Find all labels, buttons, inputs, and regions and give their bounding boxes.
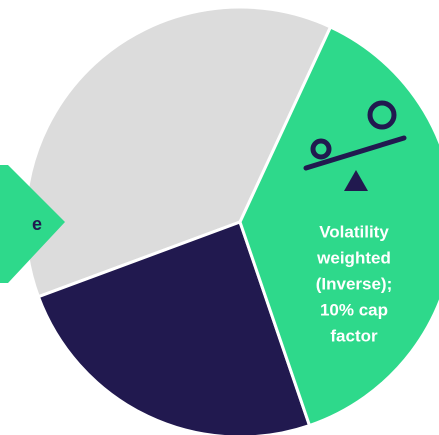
segment-label: Volatility weighted (Inverse); 10% cap facto… <box>316 222 393 345</box>
balance-icon <box>303 100 407 191</box>
seesaw-bar <box>303 135 407 171</box>
segment-label-line: weighted <box>316 248 391 267</box>
left-arrow <box>0 165 65 283</box>
fulcrum <box>344 170 368 191</box>
segment-label-line: Volatility <box>319 222 389 241</box>
left-label: e <box>32 214 42 234</box>
large-weight <box>367 100 397 130</box>
small-weight <box>310 138 332 160</box>
segment-label-line: (Inverse); <box>316 274 393 293</box>
segment-label-line: 10% cap <box>320 300 388 319</box>
segment-label-line: factor <box>330 326 378 345</box>
